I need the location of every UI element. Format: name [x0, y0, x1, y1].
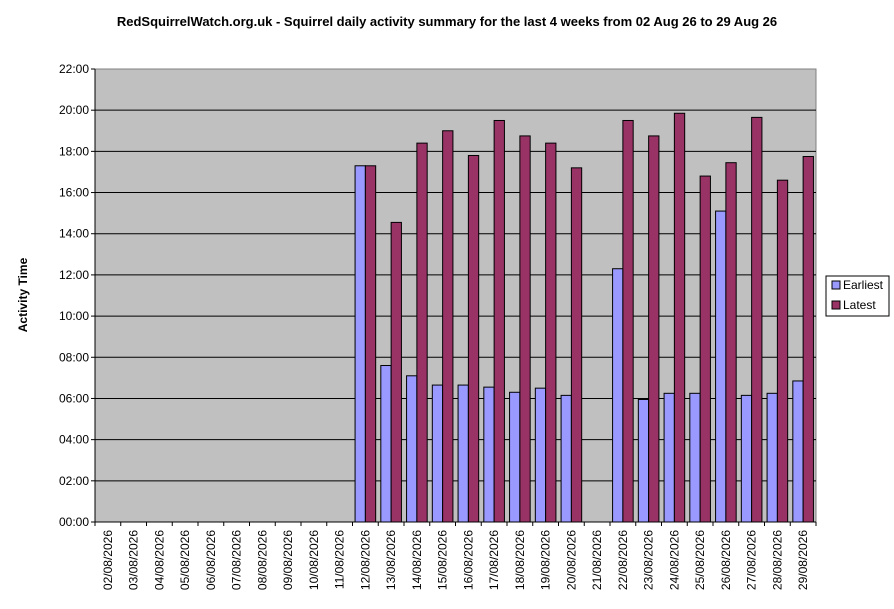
- x-tick-label: 05/08/2026: [178, 530, 192, 590]
- bar-earliest-23-08-2026: [637, 398, 650, 523]
- bar-latest-12-08-2026: [364, 165, 377, 523]
- bar-earliest-14-08-2026: [406, 375, 418, 523]
- x-tick-label: 25/08/2026: [693, 530, 707, 590]
- bar-earliest-18-08-2026: [509, 391, 521, 523]
- x-tick-label: 17/08/2026: [487, 530, 501, 590]
- bar-latest-24-08-2026: [673, 112, 686, 523]
- y-tick-label: 20:00: [59, 103, 89, 117]
- x-tick-label: 09/08/2026: [281, 530, 295, 590]
- bar-earliest-16-08-2026: [457, 384, 469, 523]
- legend-label-earliest: Earliest: [843, 278, 884, 292]
- bar-latest-22-08-2026: [622, 119, 634, 523]
- bar-latest-25-08-2026: [699, 175, 711, 523]
- x-tick-label: 27/08/2026: [745, 530, 759, 590]
- bar-latest-16-08-2026: [467, 154, 480, 523]
- bar-earliest-13-08-2026: [380, 365, 392, 523]
- y-tick-label: 00:00: [59, 515, 89, 529]
- x-tick-label: 11/08/2026: [333, 530, 347, 589]
- bar-earliest-24-08-2026: [663, 392, 675, 523]
- y-tick-label: 14:00: [59, 227, 89, 241]
- x-tick-labels: 02/08/2026 03/08/2026 04/08/2026 05/08/2026…: [101, 530, 810, 590]
- x-tick-label: 04/08/2026: [152, 530, 166, 590]
- x-tick-label: 12/08/2026: [358, 530, 372, 590]
- x-tick-label: 08/08/2026: [255, 530, 269, 590]
- legend-label-latest: Latest: [843, 298, 876, 312]
- y-tick-label: 08:00: [59, 350, 89, 364]
- y-tick-label: 02:00: [59, 474, 89, 488]
- y-axis-title: Activity Time: [16, 257, 30, 332]
- legend-swatch-earliest: [831, 280, 841, 290]
- x-tick-label: 21/08/2026: [590, 530, 604, 590]
- bar-earliest-19-08-2026: [534, 387, 547, 523]
- bar-earliest-27-08-2026: [740, 394, 753, 523]
- x-tick-label: 14/08/2026: [410, 530, 424, 590]
- x-tick-label: 22/08/2026: [616, 530, 630, 590]
- bar-latest-20-08-2026: [570, 167, 583, 523]
- bar-latest-18-08-2026: [519, 135, 531, 523]
- x-tick-label: 07/08/2026: [230, 530, 244, 590]
- chart-title: RedSquirrelWatch.org.uk - Squirrel daily…: [116, 14, 778, 29]
- bar-latest-13-08-2026: [390, 221, 402, 523]
- x-tick-label: 20/08/2026: [564, 530, 578, 590]
- y-tick-label: 18:00: [59, 144, 89, 158]
- x-tick-label: 15/08/2026: [436, 530, 450, 590]
- y-tick-labels: 00:00 02:00 04:00 06:00 08:00 10:00 12:00 14:00…: [59, 62, 89, 529]
- x-tick-label: 03/08/2026: [127, 530, 141, 590]
- bar-latest-14-08-2026: [416, 142, 428, 523]
- bar-earliest-29-08-2026: [792, 380, 804, 523]
- y-tick-label: 16:00: [59, 186, 89, 200]
- bar-latest-23-08-2026: [648, 135, 660, 523]
- x-tick-label: 19/08/2026: [539, 530, 553, 590]
- x-tick-label: 10/08/2026: [307, 530, 321, 590]
- x-tick-label: 16/08/2026: [461, 530, 475, 590]
- bar-earliest-17-08-2026: [483, 386, 495, 523]
- bar-earliest-26-08-2026: [715, 210, 727, 523]
- bar-latest-19-08-2026: [545, 142, 557, 523]
- bar-earliest-28-08-2026: [766, 392, 778, 523]
- bar-earliest-20-08-2026: [560, 394, 572, 523]
- bar-earliest-25-08-2026: [689, 392, 701, 523]
- bar-latest-15-08-2026: [442, 130, 454, 523]
- x-tick-label: 24/08/2026: [667, 530, 681, 590]
- x-tick-label: 23/08/2026: [642, 530, 656, 590]
- bar-latest-29-08-2026: [802, 156, 814, 523]
- legend-swatch-latest: [831, 300, 841, 310]
- bar-earliest-22-08-2026: [612, 268, 624, 523]
- bar-latest-17-08-2026: [493, 119, 505, 523]
- axes: [94, 69, 817, 526]
- bar-latest-28-08-2026: [776, 179, 789, 523]
- y-tick-label: 04:00: [59, 433, 89, 447]
- bar-latest-26-08-2026: [725, 162, 737, 523]
- bar-latest-27-08-2026: [751, 116, 763, 523]
- y-tick-label: 22:00: [59, 62, 89, 76]
- bar-earliest-12-08-2026: [354, 165, 366, 523]
- x-tick-label: 28/08/2026: [770, 530, 784, 590]
- x-tick-label: 26/08/2026: [719, 530, 733, 590]
- y-tick-label: 06:00: [59, 391, 89, 405]
- y-tick-label: 10:00: [59, 309, 89, 323]
- x-tick-label: 29/08/2026: [796, 530, 810, 590]
- x-tick-label: 13/08/2026: [384, 530, 398, 590]
- y-tick-label: 12:00: [59, 268, 89, 282]
- legend: Earliest Latest: [825, 275, 890, 317]
- x-tick-label: 06/08/2026: [204, 530, 218, 590]
- x-tick-label: 02/08/2026: [101, 530, 115, 590]
- x-tick-label: 18/08/2026: [513, 530, 527, 590]
- bar-earliest-15-08-2026: [431, 384, 444, 523]
